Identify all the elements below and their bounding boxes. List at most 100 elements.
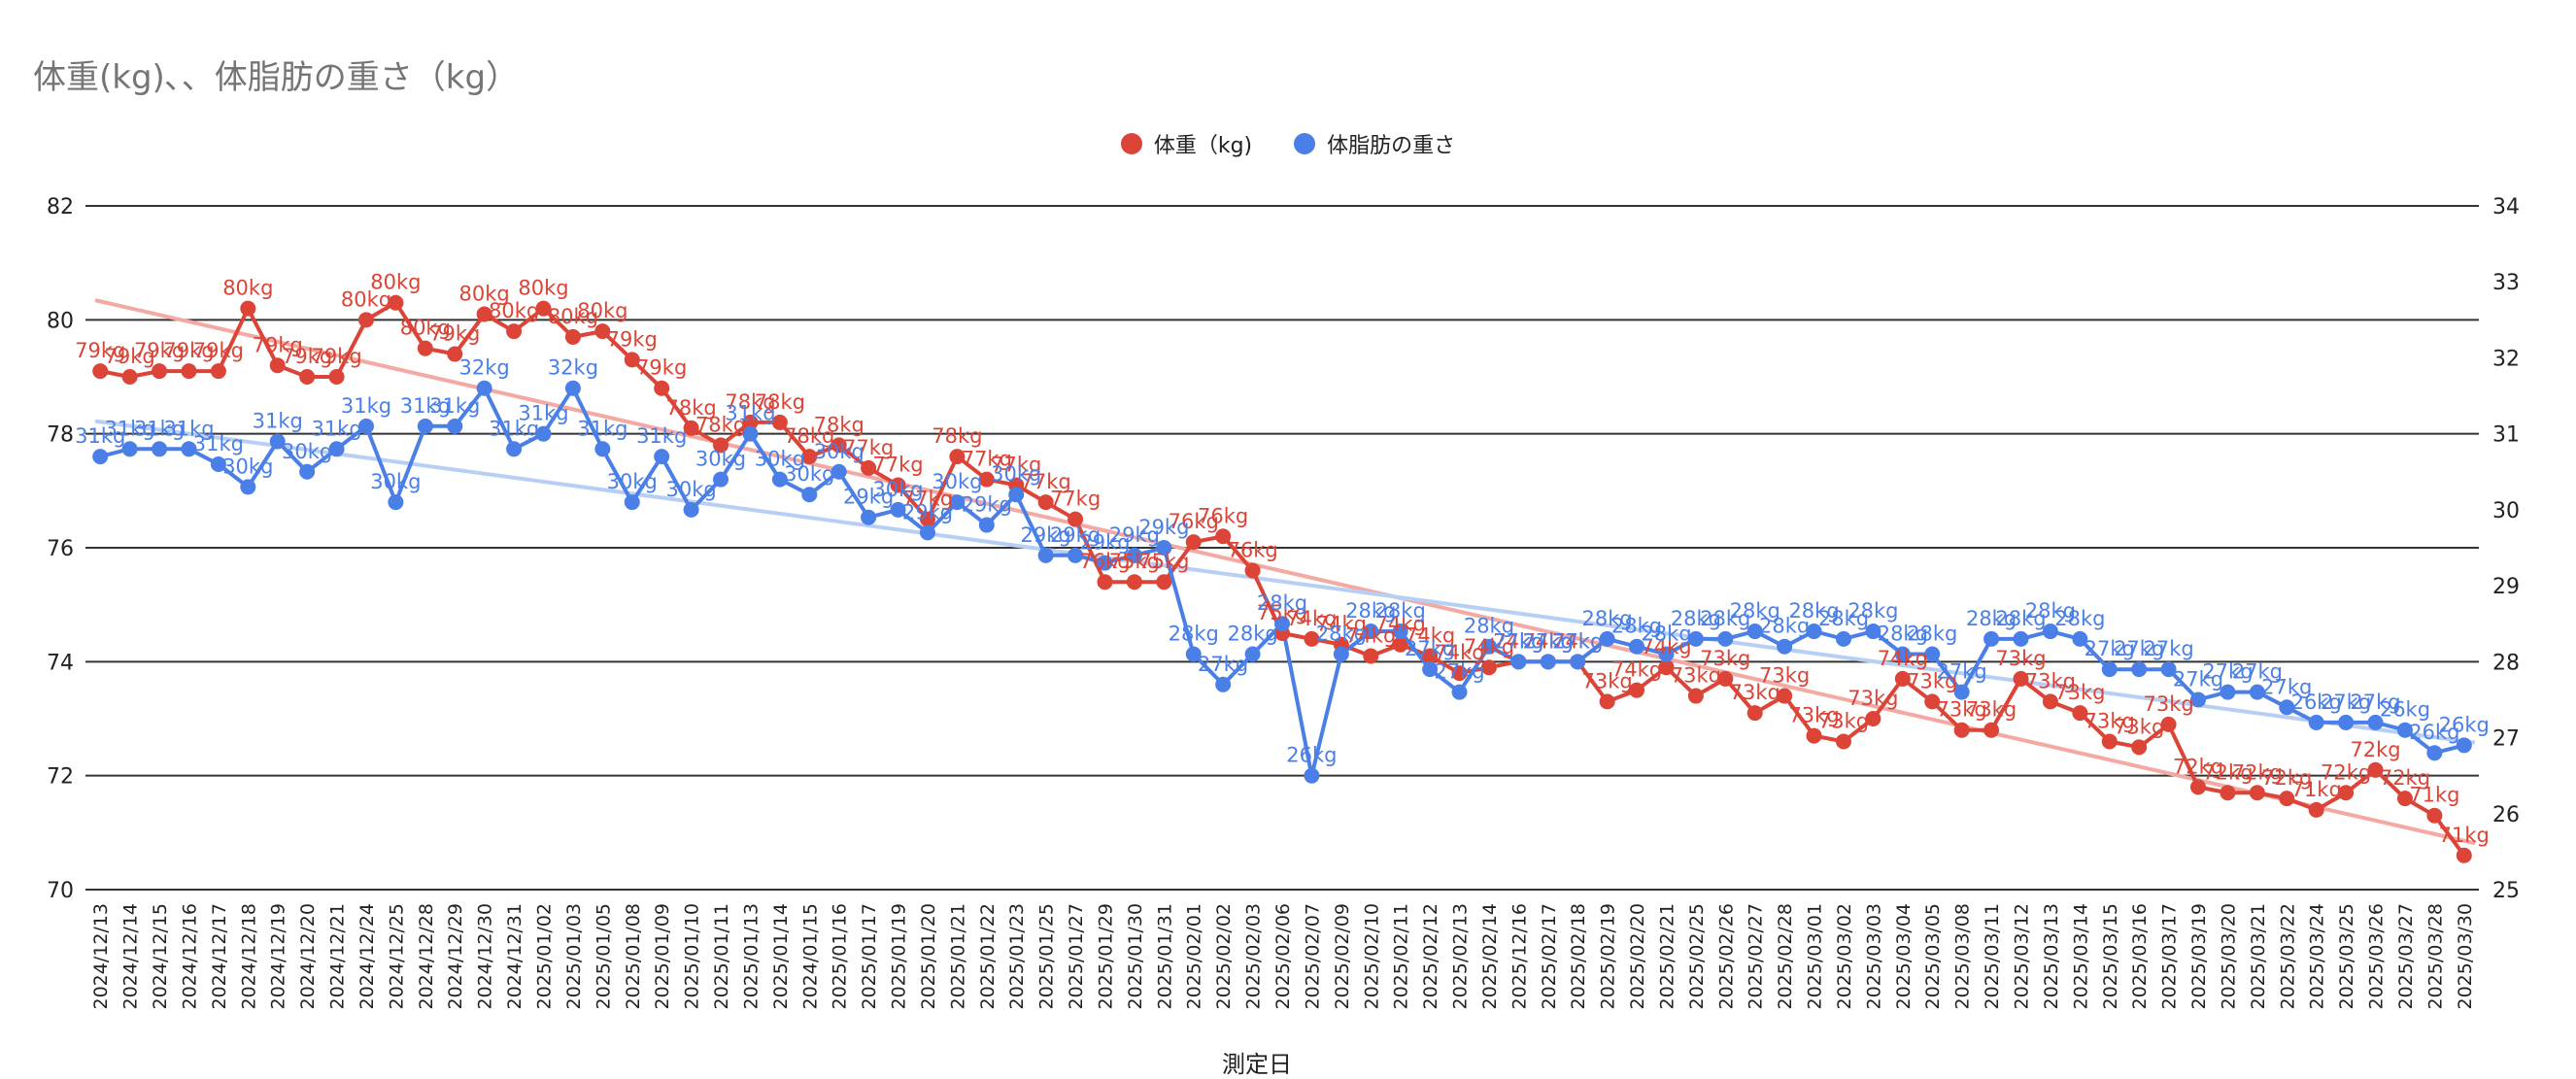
data-point-body-fat[interactable] (1097, 555, 1113, 571)
data-point-weight[interactable] (2249, 785, 2265, 801)
data-point-weight[interactable] (2396, 791, 2413, 807)
data-point-weight[interactable] (1097, 574, 1113, 590)
data-point-body-fat[interactable] (564, 380, 581, 396)
data-point-weight[interactable] (506, 323, 523, 340)
data-point-weight[interactable] (1777, 688, 1793, 704)
data-point-body-fat[interactable] (978, 517, 995, 533)
data-point-weight[interactable] (624, 352, 640, 368)
data-point-weight[interactable] (447, 346, 463, 362)
data-point-body-fat[interactable] (1658, 646, 1675, 662)
data-point-body-fat[interactable] (1008, 487, 1025, 503)
data-point-weight[interactable] (357, 312, 374, 328)
data-point-weight[interactable] (2101, 733, 2118, 750)
data-point-body-fat[interactable] (2101, 661, 2118, 678)
data-point-body-fat[interactable] (1126, 547, 1142, 563)
legend-item-weight[interactable]: 体重（kg) (1120, 128, 1252, 159)
data-point-weight[interactable] (1068, 511, 1084, 527)
data-point-weight[interactable] (949, 449, 966, 465)
data-point-weight[interactable] (713, 437, 729, 454)
data-point-body-fat[interactable] (535, 425, 552, 442)
data-point-body-fat[interactable] (388, 494, 404, 511)
data-point-weight[interactable] (121, 369, 138, 385)
data-point-weight[interactable] (1835, 733, 1851, 750)
data-point-body-fat[interactable] (2279, 699, 2295, 716)
data-point-weight[interactable] (92, 363, 109, 380)
data-point-weight[interactable] (1746, 705, 1763, 722)
data-point-weight[interactable] (1185, 534, 1202, 551)
data-point-body-fat[interactable] (1185, 646, 1202, 662)
data-point-weight[interactable] (890, 477, 906, 493)
data-point-weight[interactable] (210, 363, 226, 380)
data-point-body-fat[interactable] (2131, 661, 2148, 678)
data-point-weight[interactable] (2131, 739, 2148, 756)
data-point-weight[interactable] (919, 511, 935, 527)
data-point-weight[interactable] (299, 369, 316, 385)
data-point-weight[interactable] (1894, 670, 1911, 687)
data-point-weight[interactable] (830, 437, 847, 454)
data-point-body-fat[interactable] (269, 433, 286, 450)
data-point-body-fat[interactable] (417, 418, 433, 434)
data-points[interactable] (92, 294, 2472, 863)
data-point-weight[interactable] (1953, 722, 1970, 738)
data-point-body-fat[interactable] (1835, 630, 1851, 647)
data-point-weight[interactable] (564, 328, 581, 345)
data-point-weight[interactable] (1392, 636, 1408, 653)
data-point-body-fat[interactable] (210, 455, 226, 472)
data-point-body-fat[interactable] (1480, 638, 1497, 655)
data-point-weight[interactable] (1599, 693, 1615, 710)
data-point-body-fat[interactable] (594, 441, 611, 457)
data-point-weight[interactable] (683, 420, 699, 436)
data-point-body-fat[interactable] (1865, 624, 1881, 640)
data-point-weight[interactable] (1687, 688, 1704, 704)
data-point-body-fat[interactable] (1777, 638, 1793, 655)
data-point-body-fat[interactable] (919, 524, 935, 541)
data-point-weight[interactable] (181, 363, 197, 380)
data-point-weight[interactable] (861, 459, 877, 476)
data-point-weight[interactable] (417, 340, 433, 356)
data-point-weight[interactable] (269, 357, 286, 374)
data-point-body-fat[interactable] (1037, 547, 1054, 563)
data-point-weight[interactable] (2072, 705, 2088, 722)
data-point-weight[interactable] (2013, 670, 2029, 687)
data-point-body-fat[interactable] (683, 501, 699, 518)
data-point-weight[interactable] (388, 294, 404, 311)
data-point-body-fat[interactable] (1894, 646, 1911, 662)
data-point-body-fat[interactable] (2160, 661, 2177, 678)
data-point-weight[interactable] (1924, 693, 1941, 710)
data-point-body-fat[interactable] (357, 418, 374, 434)
data-point-weight[interactable] (771, 414, 788, 430)
data-point-body-fat[interactable] (1304, 767, 1320, 784)
data-point-weight[interactable] (654, 380, 670, 396)
data-point-weight[interactable] (1717, 670, 1734, 687)
data-point-body-fat[interactable] (1687, 630, 1704, 647)
data-point-body-fat[interactable] (1953, 684, 1970, 700)
data-point-body-fat[interactable] (742, 425, 759, 442)
data-point-body-fat[interactable] (1570, 654, 1586, 670)
data-point-weight[interactable] (2190, 779, 2207, 795)
data-point-body-fat[interactable] (2190, 691, 2207, 708)
data-point-body-fat[interactable] (328, 441, 345, 457)
data-point-body-fat[interactable] (2042, 624, 2058, 640)
data-point-body-fat[interactable] (2072, 630, 2088, 647)
data-point-body-fat[interactable] (890, 501, 906, 518)
legend-item-body-fat[interactable]: 体脂肪の重さ (1294, 128, 1455, 159)
data-point-body-fat[interactable] (447, 418, 463, 434)
data-point-body-fat[interactable] (1806, 624, 1822, 640)
data-point-body-fat[interactable] (830, 463, 847, 480)
data-point-body-fat[interactable] (624, 494, 640, 511)
data-point-body-fat[interactable] (1244, 646, 1261, 662)
data-point-body-fat[interactable] (1510, 654, 1527, 670)
data-point-body-fat[interactable] (1451, 684, 1468, 700)
data-point-body-fat[interactable] (2396, 722, 2413, 738)
data-point-body-fat[interactable] (949, 494, 966, 511)
data-point-body-fat[interactable] (801, 487, 818, 503)
data-point-weight[interactable] (1451, 665, 1468, 682)
data-point-body-fat[interactable] (2426, 745, 2443, 761)
data-point-body-fat[interactable] (2367, 714, 2384, 730)
data-point-weight[interactable] (1304, 630, 1320, 647)
data-point-weight[interactable] (535, 300, 552, 317)
data-point-body-fat[interactable] (1599, 630, 1615, 647)
data-point-weight[interactable] (1126, 574, 1142, 590)
legend[interactable]: 体重（kg) 体脂肪の重さ (0, 128, 2576, 159)
data-point-body-fat[interactable] (1717, 630, 1734, 647)
